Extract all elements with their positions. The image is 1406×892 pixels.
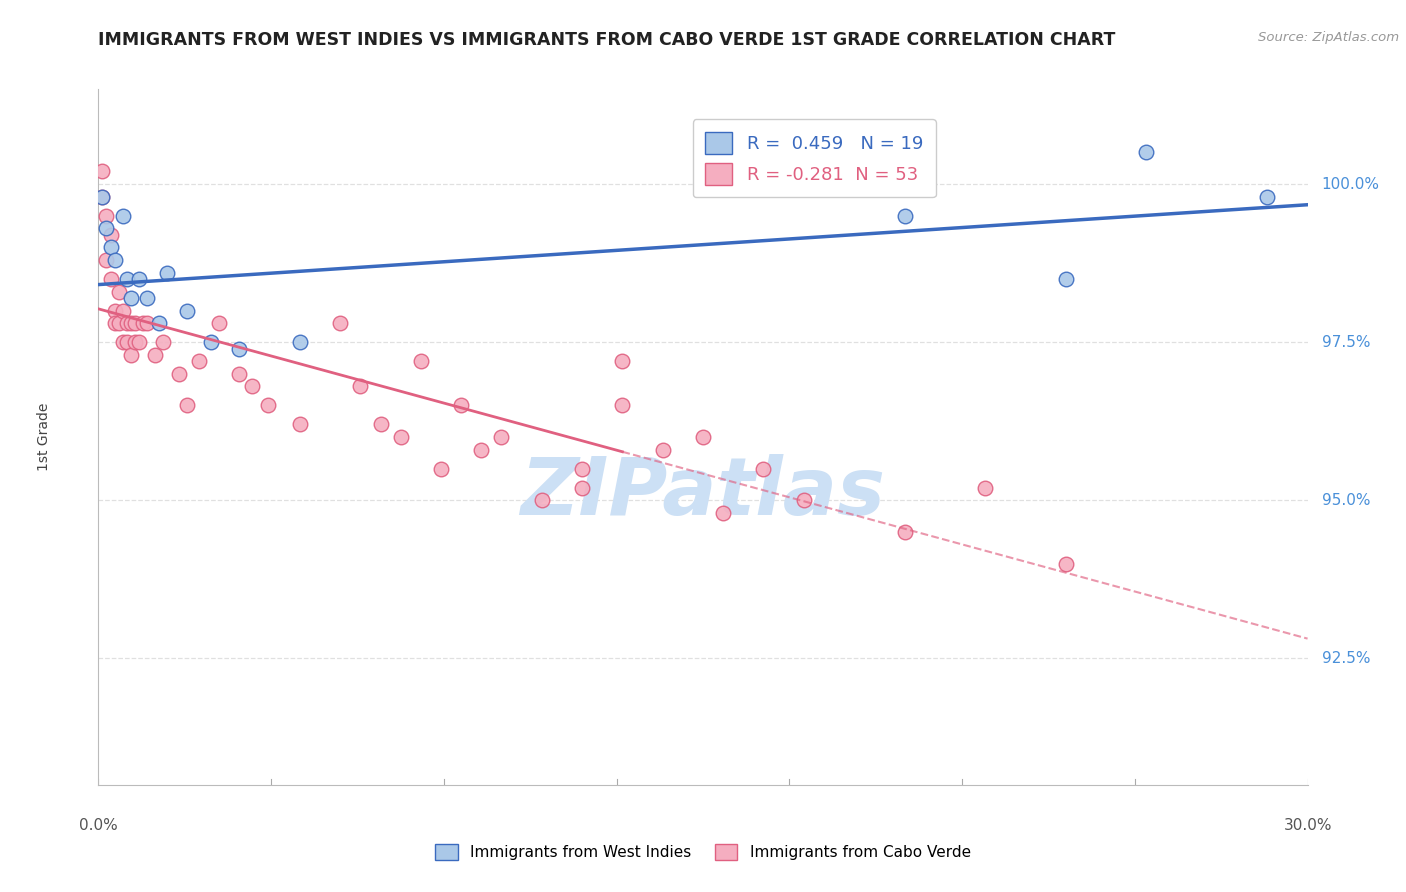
- Point: [370, 417, 392, 432]
- Point: [329, 316, 352, 330]
- Point: [156, 266, 179, 280]
- Point: [188, 354, 211, 368]
- Point: [200, 335, 222, 350]
- Point: [111, 209, 134, 223]
- Point: [530, 493, 553, 508]
- Point: [240, 379, 263, 393]
- Point: [893, 209, 915, 223]
- Point: [228, 367, 250, 381]
- Text: 97.5%: 97.5%: [1322, 334, 1369, 350]
- Point: [793, 493, 815, 508]
- Point: [409, 354, 432, 368]
- Point: [450, 399, 472, 413]
- Point: [288, 417, 311, 432]
- Text: 95.0%: 95.0%: [1322, 493, 1369, 508]
- Text: 100.0%: 100.0%: [1322, 177, 1379, 192]
- Text: 1st Grade: 1st Grade: [37, 403, 51, 471]
- Point: [91, 190, 114, 204]
- Point: [349, 379, 371, 393]
- Point: [100, 240, 122, 254]
- Point: [612, 399, 634, 413]
- Text: 92.5%: 92.5%: [1322, 651, 1369, 666]
- Point: [128, 272, 150, 286]
- Point: [143, 348, 166, 362]
- Point: [152, 335, 174, 350]
- Point: [491, 430, 513, 444]
- Point: [107, 285, 129, 299]
- Point: [96, 209, 118, 223]
- Text: Source: ZipAtlas.com: Source: ZipAtlas.com: [1258, 31, 1399, 45]
- Legend: Immigrants from West Indies, Immigrants from Cabo Verde: Immigrants from West Indies, Immigrants …: [429, 838, 977, 866]
- Point: [120, 291, 142, 305]
- Point: [111, 303, 134, 318]
- Text: 0.0%: 0.0%: [79, 818, 118, 832]
- Point: [752, 461, 775, 475]
- Point: [974, 481, 997, 495]
- Point: [1135, 145, 1157, 160]
- Point: [103, 252, 125, 267]
- Point: [91, 190, 114, 204]
- Point: [120, 348, 142, 362]
- Point: [288, 335, 311, 350]
- Point: [256, 399, 278, 413]
- Point: [1054, 557, 1077, 571]
- Point: [1054, 272, 1077, 286]
- Point: [430, 461, 453, 475]
- Point: [128, 335, 150, 350]
- Point: [107, 316, 129, 330]
- Point: [1256, 190, 1278, 204]
- Point: [228, 342, 250, 356]
- Text: ZIPatlas: ZIPatlas: [520, 454, 886, 532]
- Point: [612, 354, 634, 368]
- Point: [208, 316, 231, 330]
- Point: [115, 272, 138, 286]
- Point: [120, 316, 142, 330]
- Point: [96, 252, 118, 267]
- Point: [111, 335, 134, 350]
- Point: [167, 367, 190, 381]
- Point: [135, 291, 157, 305]
- Point: [115, 335, 138, 350]
- Text: 30.0%: 30.0%: [1284, 818, 1331, 832]
- Point: [115, 316, 138, 330]
- Point: [124, 335, 146, 350]
- Point: [91, 164, 114, 178]
- Point: [124, 316, 146, 330]
- Point: [100, 227, 122, 242]
- Point: [389, 430, 412, 444]
- Point: [176, 303, 198, 318]
- Point: [148, 316, 170, 330]
- Point: [103, 303, 125, 318]
- Text: IMMIGRANTS FROM WEST INDIES VS IMMIGRANTS FROM CABO VERDE 1ST GRADE CORRELATION : IMMIGRANTS FROM WEST INDIES VS IMMIGRANT…: [98, 31, 1116, 49]
- Point: [135, 316, 157, 330]
- Point: [96, 221, 118, 235]
- Point: [571, 461, 593, 475]
- Point: [132, 316, 155, 330]
- Point: [176, 399, 198, 413]
- Point: [103, 316, 125, 330]
- Point: [893, 524, 915, 539]
- Point: [692, 430, 714, 444]
- Point: [571, 481, 593, 495]
- Point: [100, 272, 122, 286]
- Point: [470, 442, 492, 457]
- Legend: R =  0.459   N = 19, R = -0.281  N = 53: R = 0.459 N = 19, R = -0.281 N = 53: [693, 120, 936, 197]
- Point: [711, 506, 734, 520]
- Point: [651, 442, 673, 457]
